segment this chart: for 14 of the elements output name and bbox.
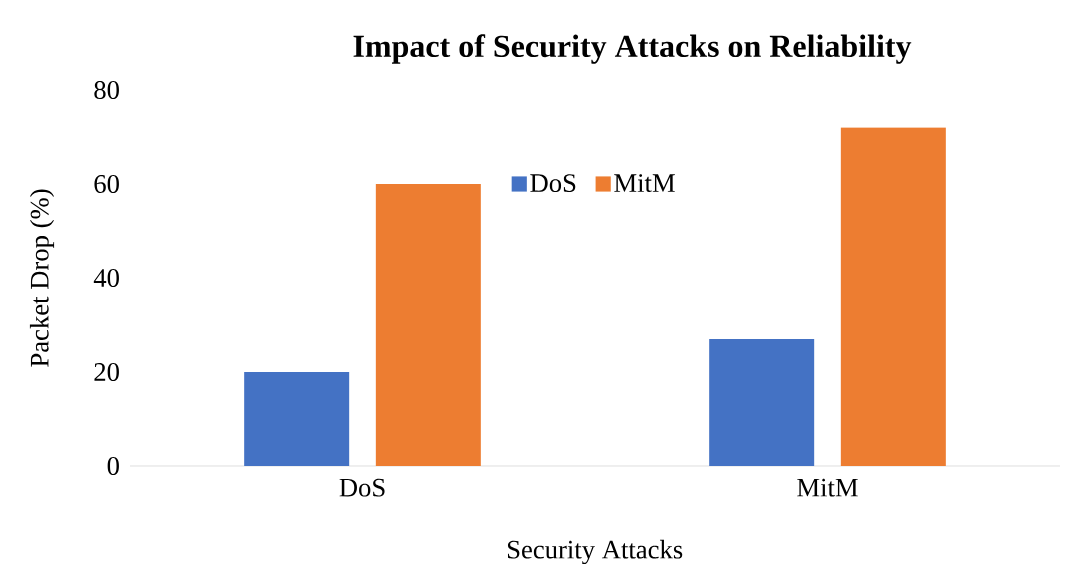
legend-label: DoS — [530, 174, 576, 193]
y-axis-title: Packet Drop (%) — [29, 189, 55, 367]
y-tick-label: 80 — [94, 81, 119, 99]
y-tick-label: 0 — [107, 457, 119, 475]
y-tick-label: 40 — [93, 269, 119, 287]
bar — [375, 184, 481, 466]
legend-label: MitM — [614, 174, 675, 193]
x-axis-title: Security Attacks — [507, 539, 683, 565]
y-tick-label: 20 — [94, 363, 119, 381]
chart-title: Impact of Security Attacks on Reliability — [353, 34, 912, 64]
bar — [244, 372, 350, 466]
bar — [840, 127, 946, 466]
bar — [709, 339, 815, 466]
y-tick-label: 60 — [94, 175, 119, 193]
